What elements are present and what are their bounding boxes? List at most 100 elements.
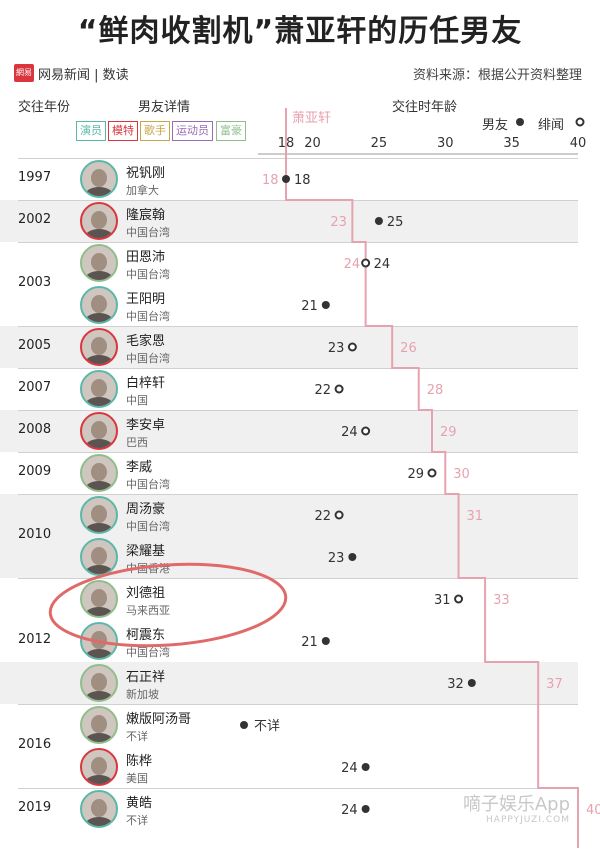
boyfriend-dot — [348, 553, 357, 561]
axis-tick-label: 25 — [371, 136, 388, 151]
person-place: 加拿大 — [126, 184, 159, 197]
xiao-age-label: 30 — [453, 467, 470, 482]
boyfriend-dot — [374, 217, 383, 225]
watermark-sub: HAPPYJUZI.COM — [486, 815, 570, 825]
person-name: 隆宸翰 — [126, 208, 166, 223]
person-name: 白梓轩 — [126, 376, 166, 391]
avatar — [80, 496, 118, 534]
xiao-age-label: 24 — [344, 257, 361, 272]
col-detail-header: 男友详情 — [138, 100, 191, 115]
category-tag: 歌手 — [140, 121, 170, 141]
boyfriend-dot — [361, 805, 370, 813]
age-label: 不详 — [254, 719, 280, 734]
person-place: 中国台湾 — [126, 478, 170, 491]
xiao-age-label: 37 — [546, 677, 563, 692]
xiao-age-label: 26 — [400, 341, 417, 356]
person-place: 中国台湾 — [126, 226, 170, 239]
col-year-header: 交往年份 — [18, 100, 71, 115]
brand-label: 网易新闻 | 数读 — [38, 68, 129, 83]
year-divider — [18, 452, 578, 453]
year-label: 2009 — [18, 464, 52, 479]
legend-boyfriend-label: 男友 — [482, 118, 509, 133]
age-label: 22 — [315, 383, 332, 398]
axis-tick-label: 35 — [503, 136, 520, 151]
year-label: 2007 — [18, 380, 52, 395]
category-tag: 富豪 — [216, 121, 246, 141]
boyfriend-dot — [321, 301, 330, 309]
age-label: 23 — [328, 341, 345, 356]
age-label: 21 — [301, 635, 318, 650]
year-divider — [18, 704, 578, 705]
person-place: 巴西 — [126, 436, 148, 449]
avatar — [80, 706, 118, 744]
xiao-age-label: 18 — [262, 173, 279, 188]
watermark: 嘀子娱乐App — [462, 794, 570, 815]
person-name: 嫩版阿汤哥 — [126, 712, 192, 727]
age-label: 21 — [301, 299, 318, 314]
rumor-dot — [361, 426, 371, 436]
xiao-age-line — [285, 108, 579, 848]
age-label: 25 — [387, 215, 404, 230]
year-divider — [18, 578, 578, 579]
person-place: 中国 — [126, 394, 148, 407]
rumor-dot — [427, 468, 437, 478]
boyfriend-dot — [467, 679, 476, 687]
person-name: 田恩沛 — [126, 250, 166, 265]
age-label: 18 — [294, 173, 311, 188]
person-place: 中国台湾 — [126, 646, 170, 659]
boyfriend-dot — [321, 637, 330, 645]
person-name: 毛家恩 — [126, 334, 166, 349]
year-divider — [18, 368, 578, 369]
year-divider — [18, 158, 578, 159]
category-tag: 演员 — [76, 121, 106, 141]
xiao-age-label: 31 — [467, 509, 484, 524]
year-label: 1997 — [18, 170, 52, 185]
person-name: 祝钒刚 — [126, 166, 166, 181]
avatar — [80, 454, 118, 492]
legend-rumor-label: 绯闻 — [538, 118, 565, 133]
rumor-dot — [454, 594, 464, 604]
xiao-line-label: 萧亚轩 — [292, 111, 331, 126]
avatar — [80, 790, 118, 828]
xiao-age-label: 40 — [586, 803, 600, 818]
age-label: 24 — [341, 761, 358, 776]
year-divider — [18, 494, 578, 495]
category-tag: 运动员 — [172, 121, 213, 141]
year-divider — [18, 326, 578, 327]
xiao-age-label: 29 — [440, 425, 457, 440]
age-label: 24 — [341, 425, 358, 440]
avatar — [80, 412, 118, 450]
page-title: “鲜肉收割机”萧亚轩的历任男友 — [77, 14, 523, 49]
boyfriend-dot — [361, 763, 370, 771]
year-label: 2008 — [18, 422, 52, 437]
boyfriend-dot — [240, 721, 248, 729]
xiao-age-label: 23 — [330, 215, 347, 230]
legend-boyfriend-marker — [516, 118, 524, 126]
year-label: 2005 — [18, 338, 52, 353]
avatar — [80, 538, 118, 576]
person-name: 陈桦 — [126, 754, 153, 769]
person-name: 石正祥 — [126, 670, 166, 685]
age-label: 24 — [341, 803, 358, 818]
age-label: 32 — [447, 677, 464, 692]
xiao-age-label: 28 — [427, 383, 444, 398]
rumor-dot — [347, 342, 357, 352]
person-name: 梁耀基 — [126, 544, 166, 559]
person-place: 中国台湾 — [126, 310, 170, 323]
person-name: 李安卓 — [126, 418, 166, 433]
year-label: 2019 — [18, 800, 52, 815]
person-place: 新加坡 — [126, 688, 159, 701]
avatar — [80, 580, 118, 618]
axis-tick-label: 30 — [437, 136, 454, 151]
person-name: 周汤豪 — [126, 502, 166, 517]
age-label: 29 — [407, 467, 424, 482]
source-note: 资料来源：根据公开资料整理 — [412, 68, 582, 83]
year-divider — [18, 788, 578, 789]
person-name: 黄皓 — [126, 796, 153, 811]
axis-tick-label: 40 — [570, 136, 587, 151]
col-age-header: 交往时年龄 — [392, 100, 458, 115]
netease-logo-icon: 網易 — [14, 64, 34, 82]
person-place: 中国台湾 — [126, 352, 170, 365]
rumor-dot — [361, 258, 371, 268]
